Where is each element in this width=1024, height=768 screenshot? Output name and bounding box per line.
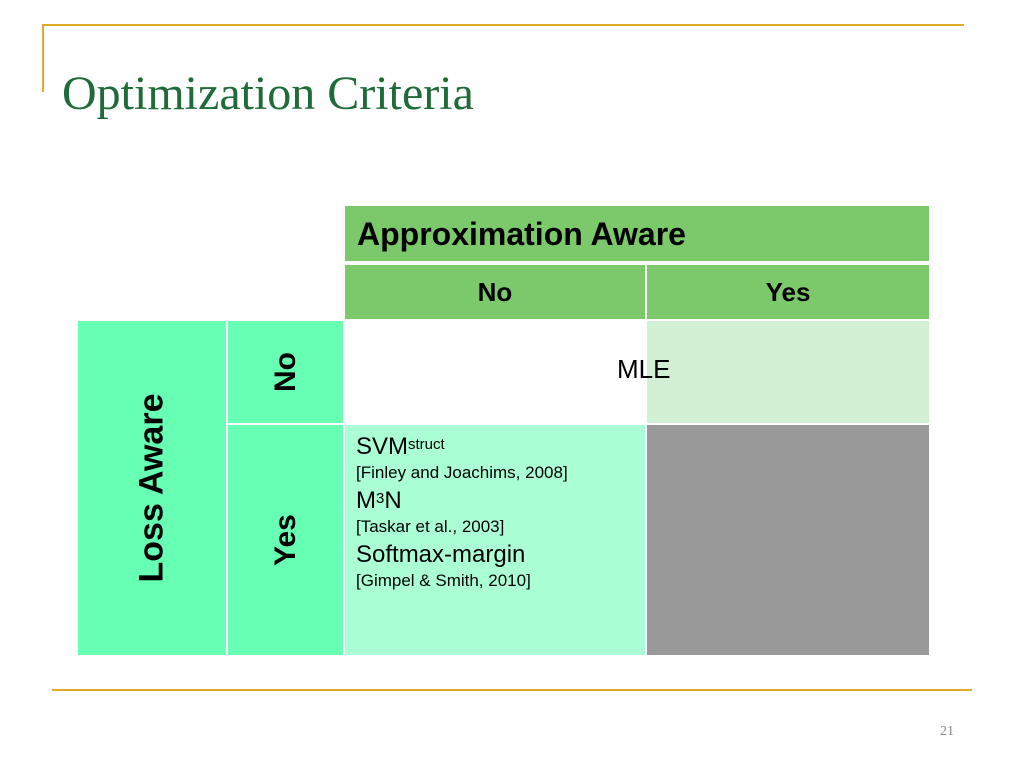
row-header-yes-label: Yes bbox=[268, 514, 302, 566]
mle-label: MLE bbox=[617, 354, 671, 384]
col-header-yes: Yes bbox=[647, 265, 929, 319]
method-softmax-margin: Softmax-margin bbox=[356, 541, 526, 568]
cell-loss-yes-approx-no: SVMstruct [Finley and Joachims, 2008] M3… bbox=[345, 425, 645, 655]
method-ref-finley: [Finley and Joachims, 2008] bbox=[356, 463, 568, 482]
row-header-no: No bbox=[228, 321, 343, 423]
method-svm-struct: SVMstruct bbox=[356, 433, 445, 460]
slide-title: Optimization Criteria bbox=[62, 67, 474, 120]
approximation-aware-header: Approximation Aware bbox=[345, 206, 929, 261]
method-ref-taskar: [Taskar et al., 2003] bbox=[356, 517, 505, 536]
page-number: 21 bbox=[940, 724, 954, 739]
approximation-aware-label: Approximation Aware bbox=[357, 216, 686, 252]
cell-loss-yes-approx-yes bbox=[647, 425, 929, 655]
method-ref-gimpel: [Gimpel & Smith, 2010] bbox=[356, 571, 531, 590]
row-header-no-label: No bbox=[268, 352, 302, 392]
loss-aware-label: Loss Aware bbox=[132, 393, 171, 583]
frame-top-rule bbox=[42, 24, 964, 26]
cell-loss-no-approx-yes bbox=[647, 321, 929, 423]
col-header-no: No bbox=[345, 265, 645, 319]
row-header-yes: Yes bbox=[228, 425, 343, 655]
cell-loss-no-approx-no bbox=[345, 321, 645, 423]
loss-aware-header: Loss Aware bbox=[78, 321, 226, 655]
method-m3n: M3N bbox=[356, 487, 402, 514]
frame-bottom-rule bbox=[52, 689, 972, 691]
frame-left-rule bbox=[42, 24, 44, 92]
